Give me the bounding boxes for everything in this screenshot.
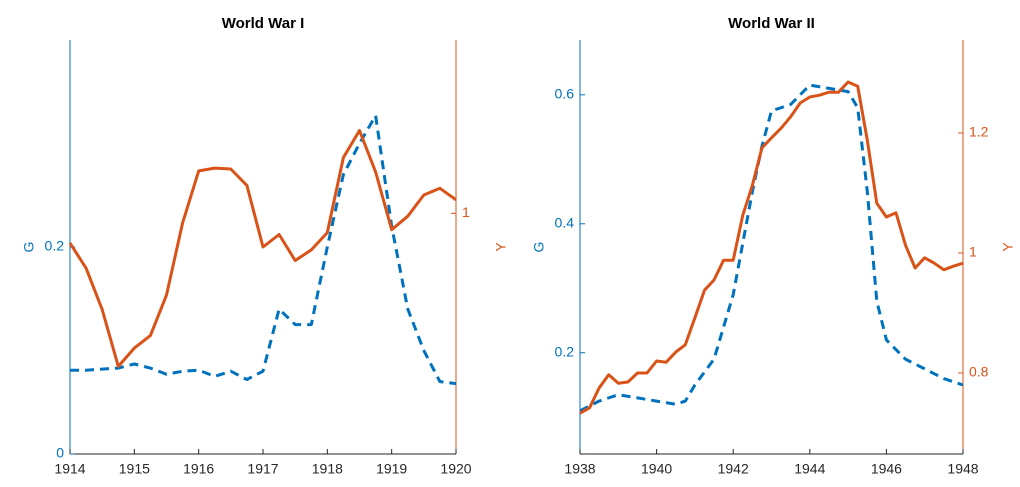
- y2-tick-label: 1: [462, 204, 470, 220]
- x-tick-label: 1914: [54, 461, 85, 477]
- y2-axis-label: Y: [493, 242, 509, 252]
- series-line: [68, 129, 457, 368]
- x-tick-label: 1916: [183, 461, 214, 477]
- x-tick-label: 1918: [312, 461, 343, 477]
- y-tick-label: 0: [56, 445, 64, 461]
- y-tick-label: 0.2: [45, 238, 65, 254]
- y-axis-label: G: [21, 242, 37, 253]
- x-tick-label: 1942: [718, 461, 749, 477]
- x-tick-label: 1938: [564, 461, 595, 477]
- x-tick-label: 1948: [947, 461, 978, 477]
- x-tick-label: 1940: [641, 461, 672, 477]
- y2-axis-label: Y: [1000, 242, 1016, 252]
- chart-title: World War I: [222, 15, 305, 32]
- y-tick-label: 0.6: [555, 86, 575, 102]
- chart-title: World War II: [728, 15, 815, 32]
- x-tick-label: 1915: [119, 461, 150, 477]
- x-tick-label: 1917: [247, 461, 278, 477]
- x-tick-label: 1944: [794, 461, 825, 477]
- series-line: [579, 80, 964, 415]
- y2-tick-label: 1: [969, 244, 977, 260]
- y2-tick-label: 1.2: [969, 124, 989, 140]
- y-tick-label: 0.2: [555, 343, 575, 359]
- x-tick-label: 1919: [376, 461, 407, 477]
- series-line: [70, 114, 457, 386]
- series-line: [579, 83, 964, 413]
- x-tick-label: 1920: [440, 461, 471, 477]
- x-tick-label: 1946: [871, 461, 902, 477]
- y-axis-label: G: [531, 242, 547, 253]
- y2-tick-label: 0.8: [969, 364, 989, 380]
- y-tick-label: 0.4: [555, 214, 575, 230]
